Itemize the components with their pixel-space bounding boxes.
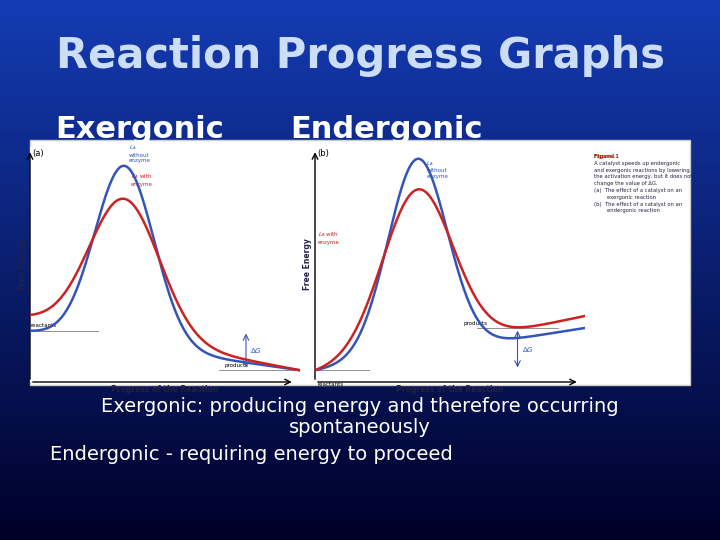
Text: products: products: [464, 321, 487, 326]
Text: $L_A$
without
enzyme: $L_A$ without enzyme: [426, 159, 449, 179]
X-axis label: Progress of the Reaction: Progress of the Reaction: [112, 385, 219, 394]
Text: spontaneously: spontaneously: [289, 418, 431, 437]
Y-axis label: Free Energy: Free Energy: [303, 239, 312, 291]
Text: products: products: [225, 363, 248, 368]
Text: Exergonic: Exergonic: [55, 115, 224, 144]
Text: $\Delta G$: $\Delta G$: [521, 345, 534, 354]
Text: reactants: reactants: [318, 382, 344, 387]
Bar: [30, 140, 690, 385]
Text: $L_A$ with
enzyme: $L_A$ with enzyme: [318, 230, 340, 245]
Text: Endergonic - requiring energy to proceed: Endergonic - requiring energy to proceed: [50, 445, 453, 464]
Text: Exergonic: producing energy and therefore occurring: Exergonic: producing energy and therefor…: [102, 397, 618, 416]
Text: Reaction Progress Graphs: Reaction Progress Graphs: [55, 35, 665, 77]
Text: reactants: reactants: [30, 323, 57, 328]
Y-axis label: Free Energy: Free Energy: [18, 239, 27, 291]
Text: (b): (b): [318, 150, 330, 158]
X-axis label: Progress of the Reaction: Progress of the Reaction: [396, 385, 504, 394]
Text: Figure 1: Figure 1: [594, 154, 619, 159]
Text: $L_A$
without
enzyme: $L_A$ without enzyme: [129, 143, 151, 164]
Text: $E_A$ with
enzyme: $E_A$ with enzyme: [130, 172, 153, 187]
Text: Endergonic: Endergonic: [290, 115, 482, 144]
Text: (a): (a): [32, 150, 45, 158]
Text: $\Delta G$: $\Delta G$: [250, 346, 262, 355]
Text: Figure 1
A catalyst speeds up endergonic
and exergonic reactions by lowering
the: Figure 1 A catalyst speeds up endergonic…: [594, 154, 693, 213]
